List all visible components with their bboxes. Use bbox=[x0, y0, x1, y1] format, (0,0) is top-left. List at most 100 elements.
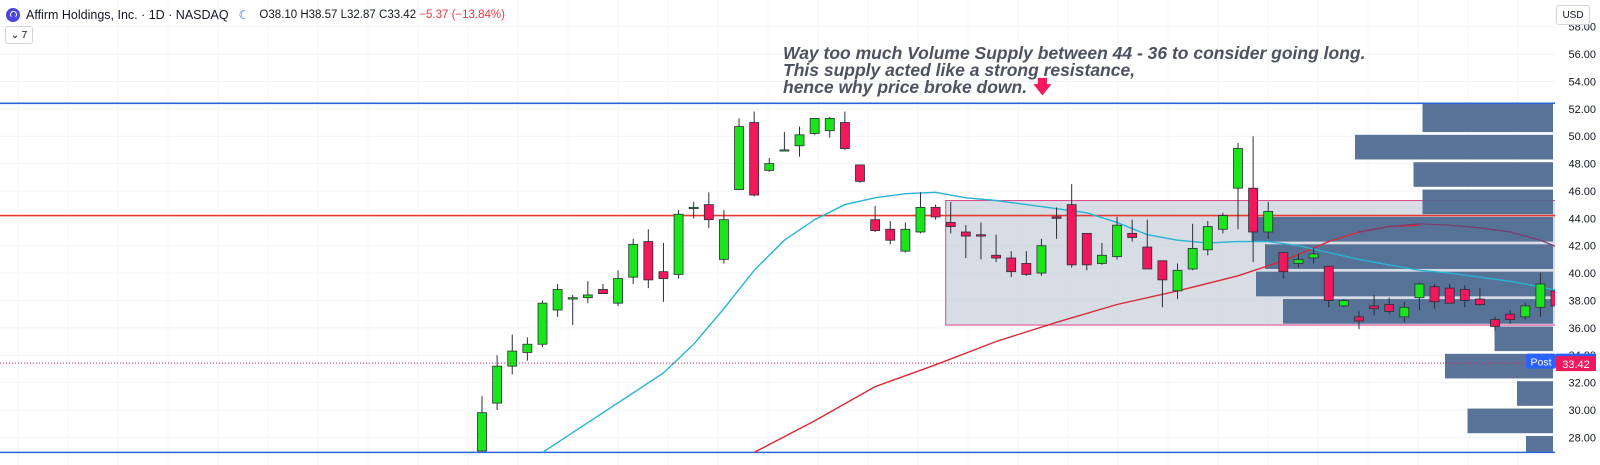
candle-up[interactable] bbox=[719, 219, 729, 260]
candle-down[interactable] bbox=[855, 164, 865, 182]
chart-annotation[interactable]: Way too much Volume Supply between 44 - … bbox=[783, 43, 1366, 97]
candle-up[interactable] bbox=[688, 206, 699, 209]
candle-up[interactable] bbox=[794, 134, 805, 147]
candle-down[interactable] bbox=[1066, 204, 1077, 266]
candle-up[interactable] bbox=[492, 365, 503, 404]
volume-profile-bar bbox=[1413, 162, 1553, 187]
candle-down[interactable] bbox=[1444, 287, 1455, 304]
candle-down[interactable] bbox=[1021, 263, 1032, 275]
chart-header: Affirm Holdings, Inc. · 1D · NASDAQ ☾ O3… bbox=[6, 6, 505, 24]
candle-up[interactable] bbox=[507, 350, 518, 367]
candle-up[interactable] bbox=[734, 126, 744, 190]
candle-down[interactable] bbox=[1142, 246, 1153, 270]
candle-down[interactable] bbox=[976, 234, 986, 237]
candle-up[interactable] bbox=[1263, 211, 1274, 233]
candle-down[interactable] bbox=[598, 289, 608, 294]
candle-down[interactable] bbox=[839, 122, 850, 149]
candle-up[interactable] bbox=[477, 412, 487, 452]
volume-profile-bar bbox=[1526, 435, 1553, 453]
candle-down[interactable] bbox=[658, 271, 669, 279]
candle-up[interactable] bbox=[1112, 224, 1122, 258]
candle-up[interactable] bbox=[1217, 215, 1228, 230]
price-tick-label: 36.00 bbox=[1568, 323, 1596, 335]
candle-down[interactable] bbox=[1006, 257, 1017, 273]
candle-up[interactable] bbox=[567, 297, 578, 300]
annotation-line-1: Way too much Volume Supply between 44 - … bbox=[783, 43, 1366, 63]
candle-up[interactable] bbox=[1036, 245, 1047, 274]
candle-up[interactable] bbox=[1293, 258, 1304, 264]
price-tick-label: 42.00 bbox=[1568, 241, 1596, 253]
indicator-toggle-button[interactable]: ⌄ 7 bbox=[5, 26, 33, 44]
price-tick-label: 44.00 bbox=[1568, 213, 1596, 225]
candle-down[interactable] bbox=[1157, 260, 1168, 281]
currency-selector[interactable]: USD bbox=[1556, 5, 1590, 25]
candle-up[interactable] bbox=[1308, 253, 1319, 259]
price-tick-label: 38.00 bbox=[1568, 295, 1596, 307]
candle-up[interactable] bbox=[673, 213, 684, 275]
candle-up[interactable] bbox=[764, 163, 775, 171]
candle-up[interactable] bbox=[1202, 226, 1213, 251]
candle-down[interactable] bbox=[1429, 286, 1440, 303]
candle-up[interactable] bbox=[1097, 254, 1107, 264]
candle-up[interactable] bbox=[522, 343, 533, 353]
candle-down[interactable] bbox=[1081, 232, 1092, 266]
candle-down[interactable] bbox=[885, 228, 896, 241]
candle-up[interactable] bbox=[1535, 283, 1546, 308]
candle-down[interactable] bbox=[1490, 319, 1500, 327]
symbol-title[interactable]: Affirm Holdings, Inc. · 1D · NASDAQ bbox=[26, 8, 229, 22]
candle-down[interactable] bbox=[643, 241, 654, 281]
price-tick-label: 30.00 bbox=[1568, 405, 1596, 417]
candle-down[interactable] bbox=[870, 219, 881, 232]
candle-down[interactable] bbox=[1051, 216, 1062, 219]
candle-down[interactable] bbox=[960, 231, 971, 237]
affirm-logo-icon bbox=[6, 8, 20, 22]
candle-down[interactable] bbox=[1323, 265, 1334, 301]
candle-up[interactable] bbox=[1414, 283, 1425, 299]
low-value: 32.87 bbox=[347, 9, 376, 21]
moon-icon[interactable]: ☾ bbox=[238, 8, 250, 22]
candle-down[interactable] bbox=[1459, 289, 1470, 301]
annotation-line-3: hence why price broke down. bbox=[783, 77, 1028, 97]
close-value: 33.42 bbox=[387, 9, 417, 21]
high-value: 38.57 bbox=[308, 9, 338, 21]
candle-down[interactable] bbox=[1278, 252, 1289, 273]
candle-down[interactable] bbox=[703, 204, 714, 221]
candle-down[interactable] bbox=[1384, 304, 1395, 312]
candle-up[interactable] bbox=[900, 228, 911, 252]
candle-up[interactable] bbox=[552, 289, 563, 311]
candle-up[interactable] bbox=[1399, 306, 1410, 318]
price-axis[interactable] bbox=[1555, 0, 1600, 465]
candle-up[interactable] bbox=[582, 294, 593, 299]
candle-down[interactable] bbox=[991, 254, 1001, 259]
candle-up[interactable] bbox=[613, 278, 623, 304]
candle-up[interactable] bbox=[1187, 248, 1198, 270]
candle-down[interactable] bbox=[930, 206, 941, 218]
post-label-badge bbox=[1526, 353, 1556, 369]
candle-down[interactable] bbox=[749, 122, 760, 196]
open-value: 38.10 bbox=[268, 9, 298, 21]
candle-up[interactable] bbox=[1172, 269, 1183, 292]
candle-down[interactable] bbox=[1354, 316, 1364, 322]
volume-profile-bar bbox=[1355, 134, 1553, 160]
candle-down[interactable] bbox=[1369, 305, 1379, 310]
candle-up[interactable] bbox=[1520, 305, 1531, 318]
candle-up[interactable] bbox=[1338, 300, 1349, 307]
candle-down[interactable] bbox=[1127, 232, 1138, 238]
candle-up[interactable] bbox=[809, 117, 820, 134]
candle-up[interactable] bbox=[915, 206, 926, 233]
candle-up[interactable] bbox=[779, 149, 790, 152]
volume-profile-bar bbox=[1422, 189, 1553, 215]
candle-down[interactable] bbox=[945, 222, 956, 227]
candle-down[interactable] bbox=[1475, 298, 1485, 305]
candle-down[interactable] bbox=[1248, 187, 1259, 233]
price-tick-label: 56.00 bbox=[1568, 49, 1596, 61]
candle-up[interactable] bbox=[537, 302, 548, 345]
candle-down[interactable] bbox=[1505, 313, 1516, 320]
candle-up[interactable] bbox=[824, 117, 835, 132]
slow-ma-line bbox=[753, 224, 1420, 454]
candle-up[interactable] bbox=[1233, 148, 1243, 189]
volume-profile-bar bbox=[1422, 103, 1553, 133]
fast-ma-line bbox=[542, 191, 1600, 453]
candle-up[interactable] bbox=[628, 243, 639, 278]
